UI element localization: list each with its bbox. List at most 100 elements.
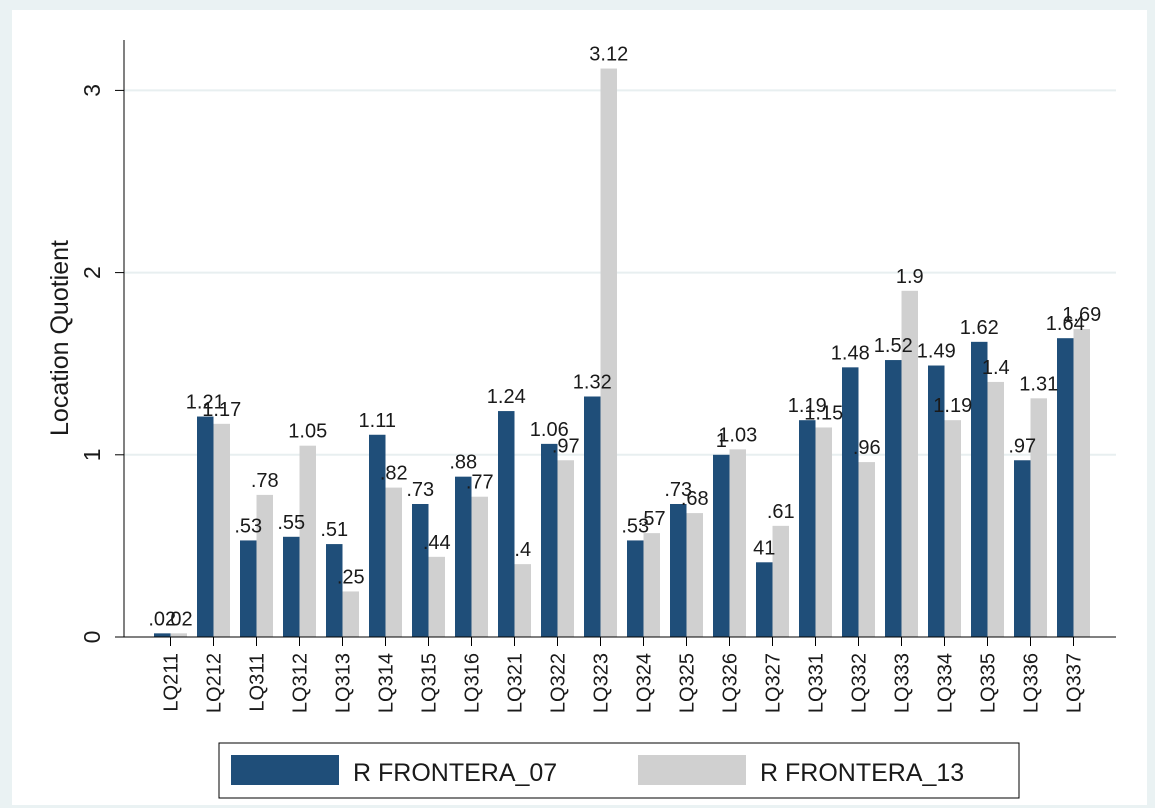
bar-lq336-r-frontera-13	[1030, 398, 1047, 637]
x-tick-label-lq322: LQ322	[548, 653, 570, 713]
x-tick-label-lq313: LQ313	[333, 653, 355, 713]
data-label-lq333-r-frontera-13: 1.9	[896, 266, 924, 288]
bar-lq324-r-frontera-13	[643, 533, 660, 637]
data-label-lq331-r-frontera-13: 1.15	[804, 402, 843, 424]
data-label-lq335-r-frontera-13: 1.4	[982, 357, 1010, 379]
data-label-lq312-r-frontera-07: .55	[277, 512, 305, 534]
bar-lq311-r-frontera-13	[256, 494, 273, 637]
x-tick-label-lq314: LQ314	[376, 653, 398, 713]
y-tick-label-1: 1	[79, 448, 105, 461]
legend-swatch-r-frontera-13	[638, 755, 746, 785]
bar-lq315-r-frontera-13	[428, 556, 445, 637]
data-label-lq336-r-frontera-13: 1.31	[1019, 373, 1058, 395]
data-label-lq336-r-frontera-07: .97	[1008, 435, 1036, 457]
data-label-lq312-r-frontera-13: 1.05	[288, 421, 327, 443]
x-tick-label-lq211: LQ211	[161, 653, 183, 712]
data-label-lq313-r-frontera-13: .25	[337, 566, 365, 588]
bar-lq336-r-frontera-07	[1014, 460, 1031, 637]
data-label-lq335-r-frontera-07: 1.62	[960, 317, 999, 339]
bars	[154, 68, 1090, 637]
data-label-lq321-r-frontera-07: 1.24	[487, 386, 526, 408]
legend-label-r-frontera-07: R FRONTERA_07	[353, 759, 557, 787]
x-tick-label-lq334: LQ334	[935, 653, 957, 713]
bar-lq211-r-frontera-13	[170, 633, 187, 637]
data-label-lq323-r-frontera-13: 3.12	[589, 44, 628, 66]
data-label-lq326-r-frontera-07: 1	[716, 430, 727, 452]
x-tick-label-lq335: LQ335	[978, 653, 1000, 713]
x-tick-label-lq312: LQ312	[290, 653, 312, 713]
y-tick-label-0: 0	[79, 631, 105, 644]
x-tick-label-lq337: LQ337	[1064, 653, 1086, 713]
data-label-lq323-r-frontera-07: 1.32	[573, 371, 612, 393]
bar-lq316-r-frontera-13	[471, 496, 488, 637]
data-label-lq331-r-frontera-07: 1.19	[788, 395, 827, 417]
data-label-lq321-r-frontera-13: .4	[514, 539, 531, 561]
x-tick-label-lq336: LQ336	[1021, 653, 1043, 713]
data-label-lq332-r-frontera-13: .96	[853, 437, 881, 459]
bar-lq321-r-frontera-07	[498, 411, 515, 637]
bar-lq321-r-frontera-13	[514, 564, 531, 637]
bar-lq332-r-frontera-07	[842, 367, 859, 637]
bar-lq314-r-frontera-07	[369, 434, 386, 637]
bar-lq325-r-frontera-07	[670, 503, 687, 637]
bar-lq313-r-frontera-07	[326, 544, 343, 637]
bar-lq322-r-frontera-13	[557, 460, 574, 637]
bar-lq311-r-frontera-07	[240, 540, 257, 637]
legend-label-r-frontera-13: R FRONTERA_13	[760, 759, 964, 787]
data-label-lq212-r-frontera-13: 1.17	[202, 399, 241, 421]
legend-box	[218, 742, 1020, 799]
chart-area-background	[12, 10, 1147, 805]
data-label-lq314-r-frontera-13: .82	[380, 463, 408, 485]
bar-lq337-r-frontera-07	[1057, 338, 1074, 637]
bar-lq323-r-frontera-13	[600, 68, 617, 637]
x-tick-label-lq332: LQ332	[849, 653, 871, 713]
bar-lq323-r-frontera-07	[584, 396, 601, 637]
bar-lq314-r-frontera-13	[385, 487, 402, 637]
bar-lq315-r-frontera-07	[412, 503, 429, 637]
x-tick-label-lq326: LQ326	[720, 653, 742, 713]
x-tick-label-lq324: LQ324	[634, 653, 656, 713]
data-label-lq314-r-frontera-07: 1.11	[359, 410, 396, 432]
legend-swatch-r-frontera-07	[231, 755, 339, 785]
data-label-lq211-r-frontera-13: .02	[165, 608, 193, 630]
data-label-lq316-r-frontera-13: .77	[466, 472, 494, 494]
x-tick-label-lq331: LQ331	[806, 653, 828, 713]
x-tick-label-lq327: LQ327	[763, 653, 785, 713]
x-tick-label-lq315: LQ315	[419, 653, 441, 713]
data-label-lq315-r-frontera-13: .44	[423, 532, 451, 554]
bar-lq313-r-frontera-13	[342, 591, 359, 637]
x-tick-label-lq311: LQ311	[247, 653, 269, 712]
x-tick-label-lq316: LQ316	[462, 653, 484, 713]
bar-lq212-r-frontera-13	[213, 423, 230, 637]
bar-lq212-r-frontera-07	[197, 416, 214, 637]
data-label-lq316-r-frontera-07: .88	[449, 452, 477, 474]
data-label-lq325-r-frontera-13: .68	[681, 488, 709, 510]
data-labels: .02.02 1.211.17 .53 .78 .55 1.05 .51 .25 1.11 .82…	[148, 44, 1101, 631]
bar-lq312-r-frontera-13	[299, 445, 316, 637]
data-label-lq322-r-frontera-13: .97	[552, 435, 580, 457]
data-label-lq325-r-frontera-07: .73	[664, 479, 692, 501]
data-label-lq327-r-frontera-13: .61	[767, 501, 795, 523]
bar-lq333-r-frontera-13	[901, 290, 918, 637]
bar-lq325-r-frontera-13	[686, 513, 703, 637]
bar-lq332-r-frontera-13	[858, 462, 875, 637]
legend: R FRONTERA_07 R FRONTERA_13	[218, 742, 1020, 799]
bar-lq335-r-frontera-07	[971, 341, 988, 637]
x-ticks: LQ211 LQ212 LQ311 LQ312 LQ313 LQ314 LQ315 LQ316…	[161, 637, 1086, 713]
data-label-lq337-r-frontera-07: 1.64	[1046, 313, 1085, 335]
data-label-lq322-r-frontera-07: 1.06	[530, 419, 569, 441]
bar-lq327-r-frontera-07	[756, 562, 773, 637]
y-axis-label: Location Quotient	[46, 240, 74, 436]
bar-lq334-r-frontera-13	[944, 420, 961, 637]
bar-lq312-r-frontera-07	[283, 536, 300, 637]
data-label-lq324-r-frontera-13: .57	[638, 508, 666, 530]
data-label-lq333-r-frontera-07: 1.52	[874, 335, 913, 357]
bar-lq316-r-frontera-07	[455, 476, 472, 637]
data-label-lq315-r-frontera-07: .73	[406, 479, 434, 501]
data-label-lq212-r-frontera-07: 1.21	[186, 392, 225, 414]
x-tick-label-lq212: LQ212	[204, 653, 226, 713]
data-label-lq211-r-frontera-07: .02	[148, 608, 176, 630]
bar-lq327-r-frontera-13	[772, 525, 789, 637]
bar-lq334-r-frontera-07	[928, 365, 945, 637]
bar-lq331-r-frontera-13	[815, 427, 832, 637]
